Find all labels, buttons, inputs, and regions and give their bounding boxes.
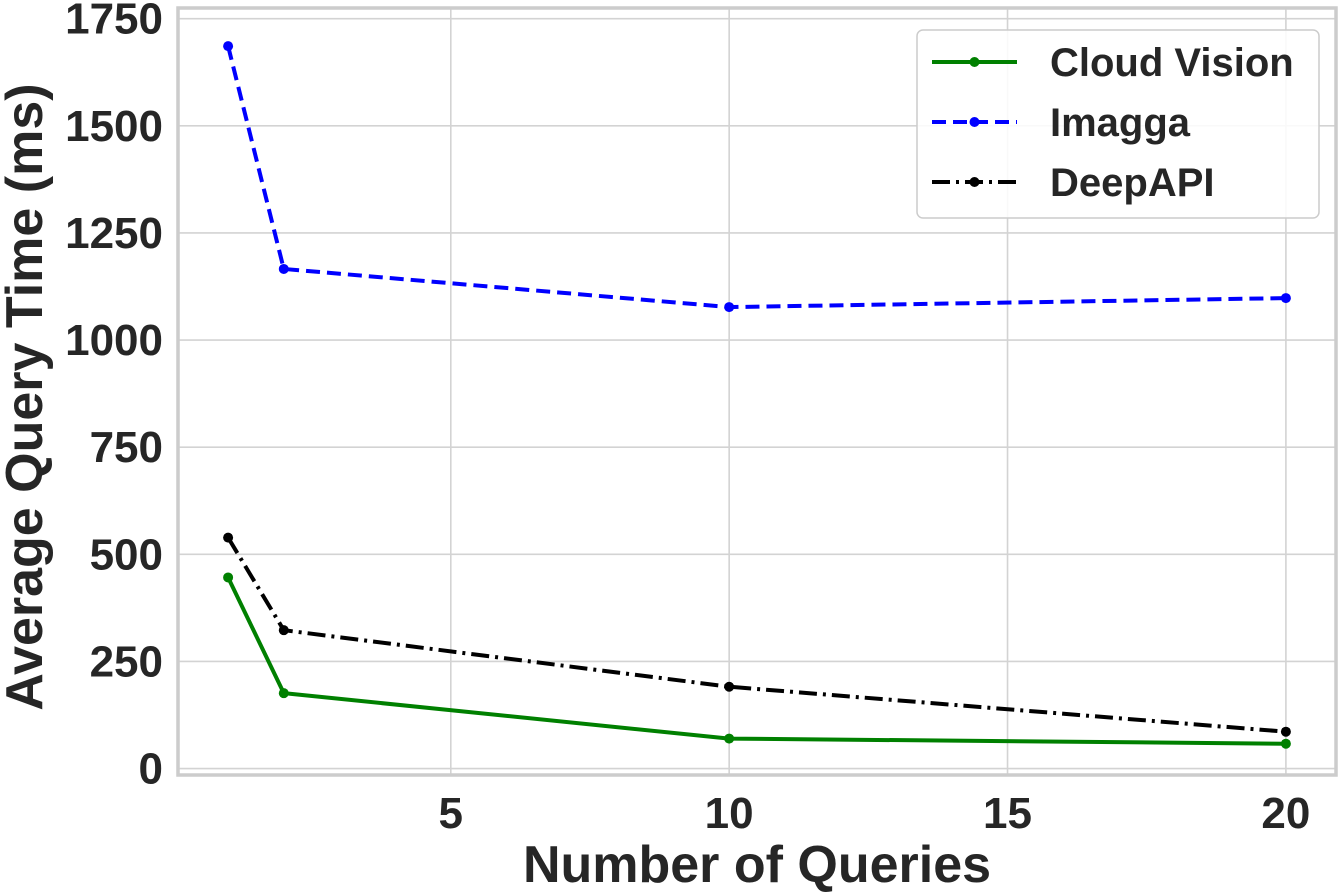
data-point <box>724 682 734 692</box>
x-tick-labels: 5 10 15 20 <box>439 789 1311 838</box>
data-point <box>223 533 233 543</box>
legend-marker <box>970 57 980 67</box>
data-point <box>1281 293 1291 303</box>
data-point <box>223 41 233 51</box>
legend-marker <box>970 117 980 127</box>
y-tick-labels: 0 250 500 750 1000 1250 1500 1750 <box>65 0 163 794</box>
x-tick-label: 20 <box>1261 789 1310 838</box>
data-point <box>1281 727 1291 737</box>
y-tick-label: 1500 <box>65 102 163 151</box>
legend-marker <box>970 177 980 187</box>
y-tick-label: 250 <box>90 637 163 686</box>
data-point <box>279 264 289 274</box>
legend: Cloud Vision Imagga DeepAPI <box>917 30 1319 218</box>
series-line-0 <box>228 577 1286 743</box>
data-point <box>1281 739 1291 749</box>
y-axis-title: Average Query Time (ms) <box>0 83 54 710</box>
data-point <box>724 734 734 744</box>
data-point <box>223 572 233 582</box>
x-tick-label: 10 <box>705 789 754 838</box>
x-tick-label: 15 <box>983 789 1032 838</box>
y-tick-label: 1000 <box>65 316 163 365</box>
y-tick-label: 1750 <box>65 0 163 44</box>
y-tick-label: 0 <box>139 745 163 794</box>
legend-label: Imagga <box>1050 101 1191 145</box>
data-point <box>279 688 289 698</box>
y-tick-label: 1250 <box>65 209 163 258</box>
legend-label: DeepAPI <box>1050 161 1215 205</box>
legend-label: Cloud Vision <box>1050 41 1294 85</box>
data-point <box>724 302 734 312</box>
y-tick-label: 500 <box>90 530 163 579</box>
y-tick-label: 750 <box>90 423 163 472</box>
x-axis-title: Number of Queries <box>523 836 991 893</box>
data-point <box>279 625 289 635</box>
x-tick-label: 5 <box>439 789 463 838</box>
